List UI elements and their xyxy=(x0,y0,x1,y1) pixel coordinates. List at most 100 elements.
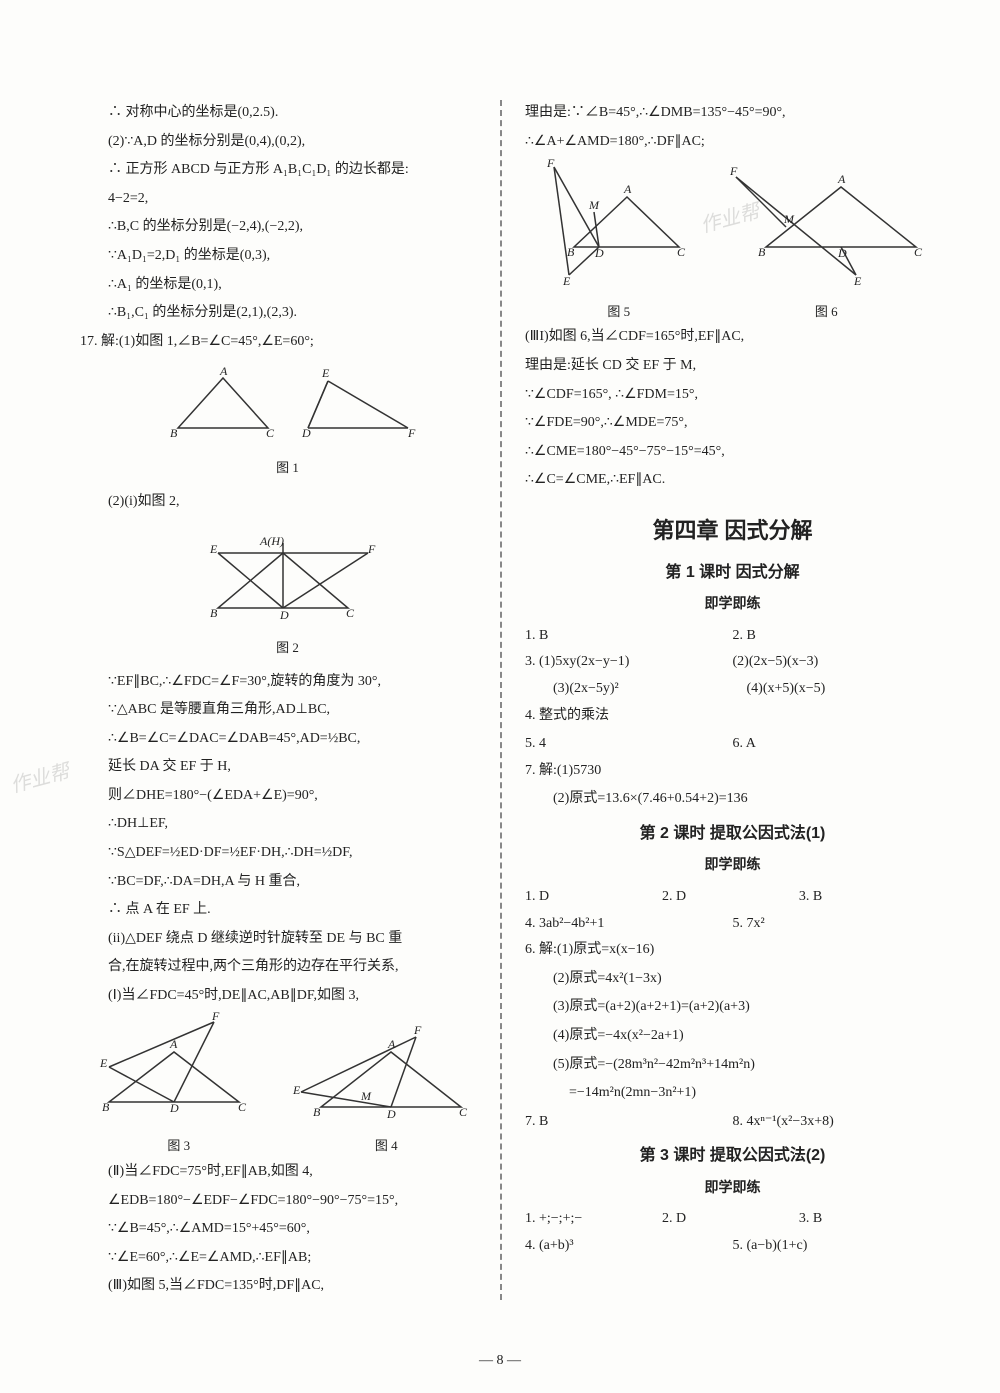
svg-text:C: C xyxy=(346,606,355,620)
answer-row: 1. D 2. D 3. B xyxy=(525,884,940,911)
svg-text:C: C xyxy=(266,426,275,440)
answer: (4)原式=−4x(x²−2a+1) xyxy=(525,1023,940,1050)
svg-text:F: F xyxy=(546,157,555,170)
svg-text:A: A xyxy=(623,182,632,196)
fig5-caption: 图 5 xyxy=(539,300,699,325)
answer: 4. 3ab²−4b²+1 xyxy=(525,911,733,938)
svg-text:C: C xyxy=(914,245,923,259)
answer: 5. 7x² xyxy=(733,911,941,938)
text: (Ⅱ)当∠FDC=75°时,EF∥AB,如图 4, xyxy=(80,1159,495,1186)
text: ∵∠E=60°,∴∠E=∠AMD,∴EF∥AB; xyxy=(80,1245,495,1272)
section-title: 第 1 课时 因式分解 xyxy=(525,558,940,588)
text: ∴ 对称中心的坐标是(0,2.5). xyxy=(80,100,495,127)
svg-text:D: D xyxy=(386,1107,396,1121)
svg-text:D: D xyxy=(279,608,289,622)
text: 理由是:∵∠B=45°,∴∠DMB=135°−45°=90°, xyxy=(525,100,940,127)
text: 延长 DA 交 EF 于 H, xyxy=(80,754,495,781)
answer: 3. (1)5xy(2x−y−1) xyxy=(525,649,733,676)
svg-text:B: B xyxy=(313,1105,321,1119)
text: ∴∠CME=180°−45°−75°−15°=45°, xyxy=(525,439,940,466)
text: ∴B₁,C₁ 的坐标分别是(2,1),(2,3). xyxy=(80,300,495,327)
text: (Ⅲ)如图 5,当∠FDC=135°时,DF∥AC, xyxy=(80,1273,495,1300)
svg-text:F: F xyxy=(367,542,376,556)
answer: =−14m²n(2mn−3n²+1) xyxy=(525,1080,940,1107)
text: ∠EDB=180°−∠EDF−∠FDC=180°−90°−75°=15°, xyxy=(80,1188,495,1215)
answer-row: 4. (a+b)³ 5. (a−b)(1+c) xyxy=(525,1233,940,1260)
answer-row: 7. B 8. 4xⁿ⁻¹(x²−3x+8) xyxy=(525,1109,940,1136)
svg-text:C: C xyxy=(459,1105,468,1119)
figure-5-6: F A M B D C E 图 5 F xyxy=(525,157,940,324)
answer: 2. D xyxy=(662,1206,799,1233)
svg-text:A: A xyxy=(219,364,228,378)
text: ∵∠CDF=165°, ∴∠FDM=15°, xyxy=(525,382,940,409)
answer: 7. 解:(1)5730 xyxy=(525,758,940,785)
svg-text:M: M xyxy=(588,198,600,212)
text: ∴ 点 A 在 EF 上. xyxy=(80,897,495,924)
text: (2)∵A,D 的坐标分别是(0,4),(0,2), xyxy=(80,129,495,156)
answer: 6. 解:(1)原式=x(x−16) xyxy=(525,937,940,964)
svg-text:B: B xyxy=(102,1100,110,1114)
answer: 4. 整式的乘法 xyxy=(525,703,940,730)
answer: 7. B xyxy=(525,1109,733,1136)
text: ∴∠C=∠CME,∴EF∥AC. xyxy=(525,467,940,494)
right-column: 理由是:∵∠B=45°,∴∠DMB=135°−45°=90°, ∴∠A+∠AMD… xyxy=(525,100,940,1353)
text: ∴DH⊥EF, xyxy=(80,811,495,838)
answer: 1. D xyxy=(525,884,662,911)
text: (ⅢI)如图 6,当∠CDF=165°时,EF∥AC, xyxy=(525,324,940,351)
svg-text:B: B xyxy=(567,245,575,259)
text: ∴A₁ 的坐标是(0,1), xyxy=(80,272,495,299)
text: ∴∠A+∠AMD=180°,∴DF∥AC; xyxy=(525,129,940,156)
svg-text:D: D xyxy=(169,1101,179,1115)
text: 则∠DHE=180°−(∠EDA+∠E)=90°, xyxy=(80,783,495,810)
answer: 3. B xyxy=(799,884,936,911)
svg-text:M: M xyxy=(360,1089,372,1103)
answer: 8. 4xⁿ⁻¹(x²−3x+8) xyxy=(733,1109,941,1136)
svg-text:A(H): A(H) xyxy=(259,534,284,548)
fig2-caption: 图 2 xyxy=(80,636,495,661)
figure-2: A(H) E F B C D 图 2 xyxy=(80,523,495,660)
svg-text:C: C xyxy=(238,1100,247,1114)
answer-row: 1. +;−;+;− 2. D 3. B xyxy=(525,1206,940,1233)
text: ∴B,C 的坐标分别是(−2,4),(−2,2), xyxy=(80,214,495,241)
svg-text:E: E xyxy=(562,274,571,287)
svg-text:F: F xyxy=(211,1012,220,1023)
practice-label: 即学即练 xyxy=(525,590,940,617)
left-column: ∴ 对称中心的坐标是(0,2.5). (2)∵A,D 的坐标分别是(0,4),(… xyxy=(80,100,495,1353)
text: ∴∠B=∠C=∠DAC=∠DAB=45°,AD=½BC, xyxy=(80,726,495,753)
svg-text:M: M xyxy=(783,212,795,226)
answer: 5. 4 xyxy=(525,731,733,758)
svg-text:B: B xyxy=(210,606,218,620)
answer-row: 3. (1)5xy(2x−y−1) (2)(2x−5)(x−3) xyxy=(525,649,940,676)
svg-text:F: F xyxy=(407,426,416,440)
answer: (4)(x+5)(x−5) xyxy=(747,676,941,703)
section-title: 第 3 课时 提取公因式法(2) xyxy=(525,1141,940,1171)
answer: 1. B xyxy=(525,623,733,650)
svg-text:D: D xyxy=(594,246,604,260)
text: (2)(i)如图 2, xyxy=(80,489,495,516)
fig6-caption: 图 6 xyxy=(726,300,926,325)
columns: ∴ 对称中心的坐标是(0,2.5). (2)∵A,D 的坐标分别是(0,4),(… xyxy=(80,100,940,1353)
text: 合,在旋转过程中,两个三角形的边存在平行关系, xyxy=(80,954,495,981)
page-number: — 8 — xyxy=(0,1348,1000,1375)
text: 理由是:延长 CD 交 EF 于 M, xyxy=(525,353,940,380)
section-title: 第 2 课时 提取公因式法(1) xyxy=(525,819,940,849)
svg-text:B: B xyxy=(170,426,178,440)
svg-text:D: D xyxy=(301,426,311,440)
svg-text:C: C xyxy=(677,245,686,259)
text: ∵∠B=45°,∴∠AMD=15°+45°=60°, xyxy=(80,1216,495,1243)
text: ∴ 正方形 ABCD 与正方形 A₁B₁C₁D₁ 的边长都是: xyxy=(80,157,495,184)
answer: 2. B xyxy=(733,623,941,650)
answer: 1. +;−;+;− xyxy=(525,1206,662,1233)
svg-text:E: E xyxy=(321,366,330,380)
svg-text:B: B xyxy=(758,245,766,259)
fig4-caption: 图 4 xyxy=(291,1134,481,1159)
answer: 2. D xyxy=(662,884,799,911)
watermark: 作业帮 xyxy=(6,753,74,805)
fig1-caption: 图 1 xyxy=(80,456,495,481)
answer: 3. B xyxy=(799,1206,936,1233)
svg-text:F: F xyxy=(729,164,738,178)
text: ∵A₁D₁=2,D₁ 的坐标是(0,3), xyxy=(80,243,495,270)
text: ∵EF∥BC,∴∠FDC=∠F=30°,旋转的角度为 30°, xyxy=(80,669,495,696)
text: (Ⅰ)当∠FDC=45°时,DE∥AC,AB∥DF,如图 3, xyxy=(80,983,495,1010)
fig3-caption: 图 3 xyxy=(94,1134,264,1159)
